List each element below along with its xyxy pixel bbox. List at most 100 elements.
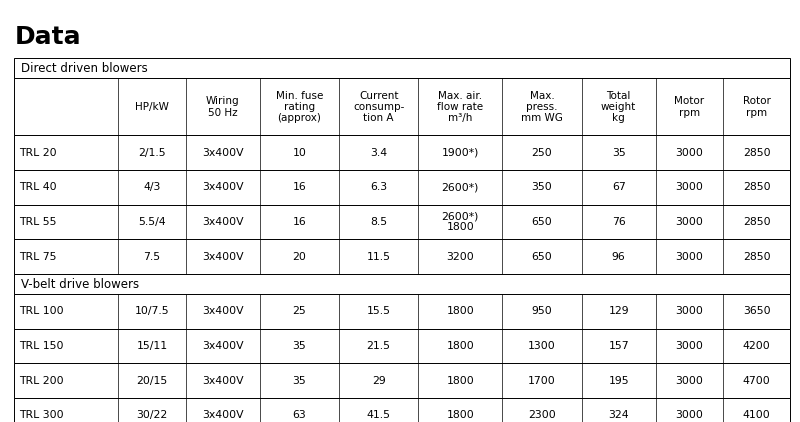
Text: HP/kW: HP/kW	[135, 102, 169, 112]
Text: 10: 10	[293, 148, 306, 158]
Text: 195: 195	[608, 376, 629, 386]
Bar	[14, 329, 790, 363]
Text: TRL 75: TRL 75	[19, 252, 57, 262]
Text: 350: 350	[531, 182, 552, 192]
Text: 3x400V: 3x400V	[202, 376, 243, 386]
Text: Wiring
50 Hz: Wiring 50 Hz	[206, 96, 239, 118]
Text: 2/1.5: 2/1.5	[138, 148, 166, 158]
Text: 3200: 3200	[446, 252, 474, 262]
Text: 3x400V: 3x400V	[202, 306, 243, 316]
Text: 3000: 3000	[675, 410, 703, 420]
Bar	[14, 78, 790, 135]
Text: 15.5: 15.5	[366, 306, 390, 316]
Text: 2850: 2850	[743, 182, 770, 192]
Text: 3x400V: 3x400V	[202, 341, 243, 351]
Text: Max. air.
flow rate
m³/h: Max. air. flow rate m³/h	[438, 91, 483, 123]
Text: TRL 200: TRL 200	[19, 376, 64, 386]
Text: 41.5: 41.5	[366, 410, 390, 420]
Text: Total
weight
kg: Total weight kg	[601, 91, 636, 123]
Text: 3000: 3000	[675, 252, 703, 262]
Text: Data: Data	[14, 25, 81, 49]
Bar	[14, 135, 790, 170]
Text: TRL 40: TRL 40	[19, 182, 57, 192]
Text: 2300: 2300	[528, 410, 556, 420]
Text: 650: 650	[531, 252, 552, 262]
Text: 2850: 2850	[743, 252, 770, 262]
Text: 20: 20	[293, 252, 306, 262]
Text: 129: 129	[608, 306, 629, 316]
Text: 5.5/4: 5.5/4	[138, 217, 166, 227]
Text: 63: 63	[293, 410, 306, 420]
Text: 4100: 4100	[743, 410, 770, 420]
Text: 157: 157	[608, 341, 629, 351]
Text: 15/11: 15/11	[137, 341, 167, 351]
Text: 21.5: 21.5	[366, 341, 390, 351]
Text: 30/22: 30/22	[136, 410, 168, 420]
Bar	[14, 294, 790, 329]
Text: 1800: 1800	[446, 376, 474, 386]
Text: TRL 150: TRL 150	[19, 341, 64, 351]
Text: 3000: 3000	[675, 182, 703, 192]
Text: TRL 100: TRL 100	[19, 306, 64, 316]
Text: 650: 650	[531, 217, 552, 227]
Text: 1800: 1800	[446, 410, 474, 420]
Text: 1800: 1800	[446, 341, 474, 351]
Text: 3000: 3000	[675, 306, 703, 316]
Text: 35: 35	[293, 341, 306, 351]
Text: 3x400V: 3x400V	[202, 252, 243, 262]
Text: 29: 29	[372, 376, 386, 386]
Text: Current
consump-
tion A: Current consump- tion A	[353, 91, 404, 123]
Text: 3x400V: 3x400V	[202, 182, 243, 192]
Text: Rotor
rpm: Rotor rpm	[743, 96, 770, 118]
Text: V-belt drive blowers: V-belt drive blowers	[21, 278, 139, 290]
Text: 1800: 1800	[446, 306, 474, 316]
Text: Motor
rpm: Motor rpm	[674, 96, 705, 118]
Text: 16: 16	[293, 182, 306, 192]
Text: 3x400V: 3x400V	[202, 410, 243, 420]
Bar	[14, 170, 790, 205]
Text: TRL 300: TRL 300	[19, 410, 64, 420]
Text: 3x400V: 3x400V	[202, 217, 243, 227]
Text: 4700: 4700	[743, 376, 770, 386]
Text: 16: 16	[293, 217, 306, 227]
Text: 950: 950	[531, 306, 552, 316]
Text: 3000: 3000	[675, 376, 703, 386]
Text: 3650: 3650	[743, 306, 770, 316]
Text: 6.3: 6.3	[370, 182, 387, 192]
Bar	[14, 274, 790, 294]
Text: 2600*)
1800: 2600*) 1800	[442, 211, 479, 233]
Text: 76: 76	[612, 217, 626, 227]
Text: 3x400V: 3x400V	[202, 148, 243, 158]
Text: 11.5: 11.5	[366, 252, 390, 262]
Text: 3000: 3000	[675, 341, 703, 351]
Text: 3000: 3000	[675, 217, 703, 227]
Text: 3000: 3000	[675, 148, 703, 158]
Text: TRL 55: TRL 55	[19, 217, 57, 227]
Text: Max.
press.
mm WG: Max. press. mm WG	[521, 91, 563, 123]
Text: 324: 324	[608, 410, 629, 420]
Bar	[14, 398, 790, 422]
Text: 2850: 2850	[743, 148, 770, 158]
Bar	[14, 58, 790, 78]
Bar	[14, 205, 790, 239]
Text: 1300: 1300	[528, 341, 556, 351]
Text: 4200: 4200	[743, 341, 770, 351]
Text: 7.5: 7.5	[143, 252, 161, 262]
Text: 2600*): 2600*)	[442, 182, 479, 192]
Text: 25: 25	[293, 306, 306, 316]
Text: 96: 96	[612, 252, 626, 262]
Bar	[14, 239, 790, 274]
Bar	[14, 363, 790, 398]
Text: 35: 35	[612, 148, 626, 158]
Text: 4/3: 4/3	[143, 182, 161, 192]
Text: 2850: 2850	[743, 217, 770, 227]
Text: 35: 35	[293, 376, 306, 386]
Text: Min. fuse
rating
(approx): Min. fuse rating (approx)	[276, 91, 323, 123]
Text: 3.4: 3.4	[370, 148, 387, 158]
Text: 67: 67	[612, 182, 626, 192]
Text: 1900*): 1900*)	[442, 148, 479, 158]
Text: 20/15: 20/15	[136, 376, 168, 386]
Text: 10/7.5: 10/7.5	[134, 306, 170, 316]
Text: TRL 20: TRL 20	[19, 148, 57, 158]
Text: 250: 250	[531, 148, 552, 158]
